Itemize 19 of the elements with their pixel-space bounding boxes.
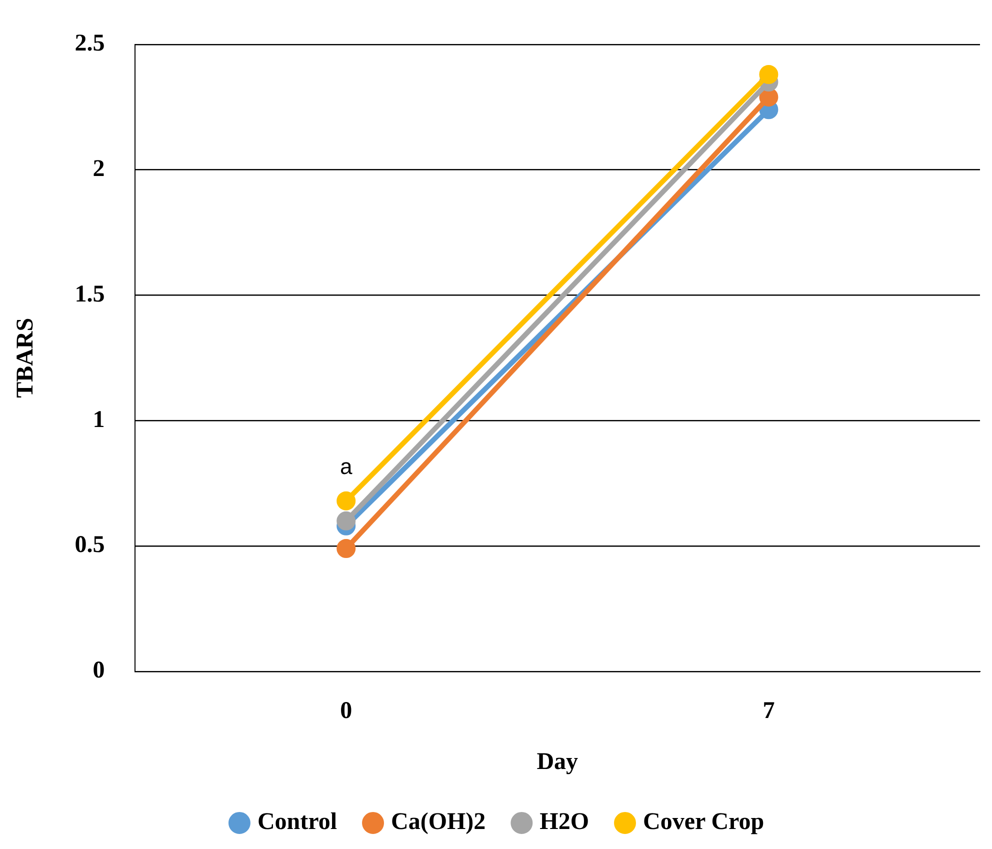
y-tick-label: 0.5 <box>74 532 105 558</box>
y-tick-label: 1 <box>92 406 105 433</box>
y-tick-label: 2 <box>92 156 105 182</box>
x-tick-label: 7 <box>762 698 775 724</box>
point <box>336 539 356 558</box>
y-tick-label: 2.5 <box>74 30 105 57</box>
legend-label: Control <box>257 809 338 836</box>
legend-label: H2O <box>540 809 590 836</box>
x-axis-title: Day <box>536 748 578 775</box>
legend-label: Cover Crop <box>643 809 764 836</box>
point <box>336 511 356 530</box>
y-axis-title: TBARS <box>12 318 39 398</box>
point <box>759 64 778 84</box>
annotation: a <box>340 454 353 479</box>
point <box>759 88 778 107</box>
legend-label: Ca(OH)2 <box>391 809 486 836</box>
y-tick-label: 0 <box>92 658 105 684</box>
point <box>336 491 356 510</box>
y-tick-label: 1.5 <box>74 281 105 308</box>
